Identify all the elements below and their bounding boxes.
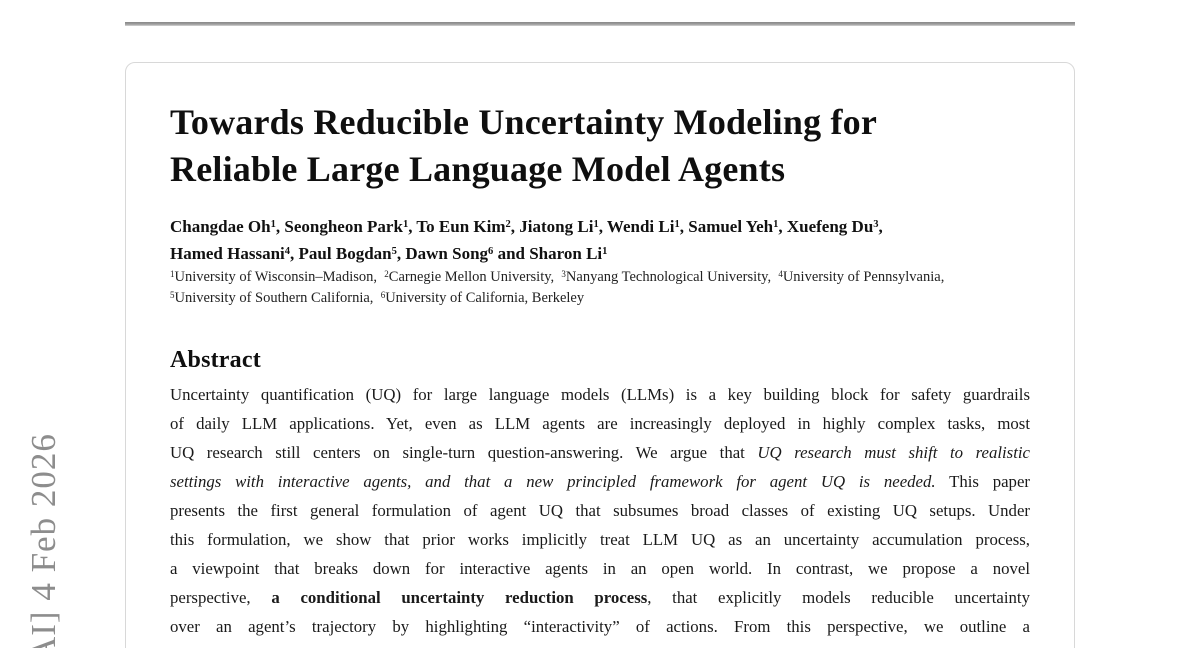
abstract-heading: Abstract bbox=[170, 347, 261, 373]
text-line: conceptual framework to provide actionab… bbox=[170, 641, 1030, 648]
affiliation-list: 1University of Wisconsin–Madison, 2Carne… bbox=[170, 267, 1030, 309]
paper-title: Towards Reducible Uncertainty Modeling f… bbox=[170, 99, 1030, 193]
author-list: Changdae Oh1, Seongheon Park1, To Eun Ki… bbox=[170, 213, 1030, 267]
paper-page: Towards Reducible Uncertainty Modeling f… bbox=[125, 62, 1075, 648]
text-line: Uncertainty quantification (UQ) for larg… bbox=[170, 385, 1030, 404]
text-line: a viewpoint that breaks down for interac… bbox=[170, 559, 1030, 578]
paper-title-line-1: Towards Reducible Uncertainty Modeling f… bbox=[170, 102, 878, 142]
text-line: 5University of Southern California, 6Uni… bbox=[170, 289, 585, 306]
text-line: presents the first general formulation o… bbox=[170, 501, 1030, 520]
paper-title-line-2: Reliable Large Language Model Agents bbox=[170, 149, 786, 189]
text-line: this formulation, we show that prior wor… bbox=[170, 530, 1030, 549]
text-line: of daily LLM applications. Yet, even as … bbox=[170, 414, 1030, 433]
text-line: perspective, a conditional uncertainty r… bbox=[170, 588, 1030, 607]
text-line: Hamed Hassani4, Paul Bogdan5, Dawn Song6… bbox=[170, 244, 608, 263]
text-line: UQ research still centers on single-turn… bbox=[170, 443, 1030, 462]
top-divider-rule bbox=[125, 22, 1075, 26]
abstract-text: Uncertainty quantification (UQ) for larg… bbox=[170, 380, 1030, 648]
text-line: over an agent’s trajectory by highlighti… bbox=[170, 617, 1030, 636]
text-line: settings with interactive agents, and th… bbox=[170, 472, 1030, 491]
arxiv-sidebar-watermark: AI] 4 Feb 2026 bbox=[24, 433, 63, 648]
text-line: 1University of Wisconsin–Madison, 2Carne… bbox=[170, 268, 945, 285]
text-line: Changdae Oh1, Seongheon Park1, To Eun Ki… bbox=[170, 217, 883, 236]
